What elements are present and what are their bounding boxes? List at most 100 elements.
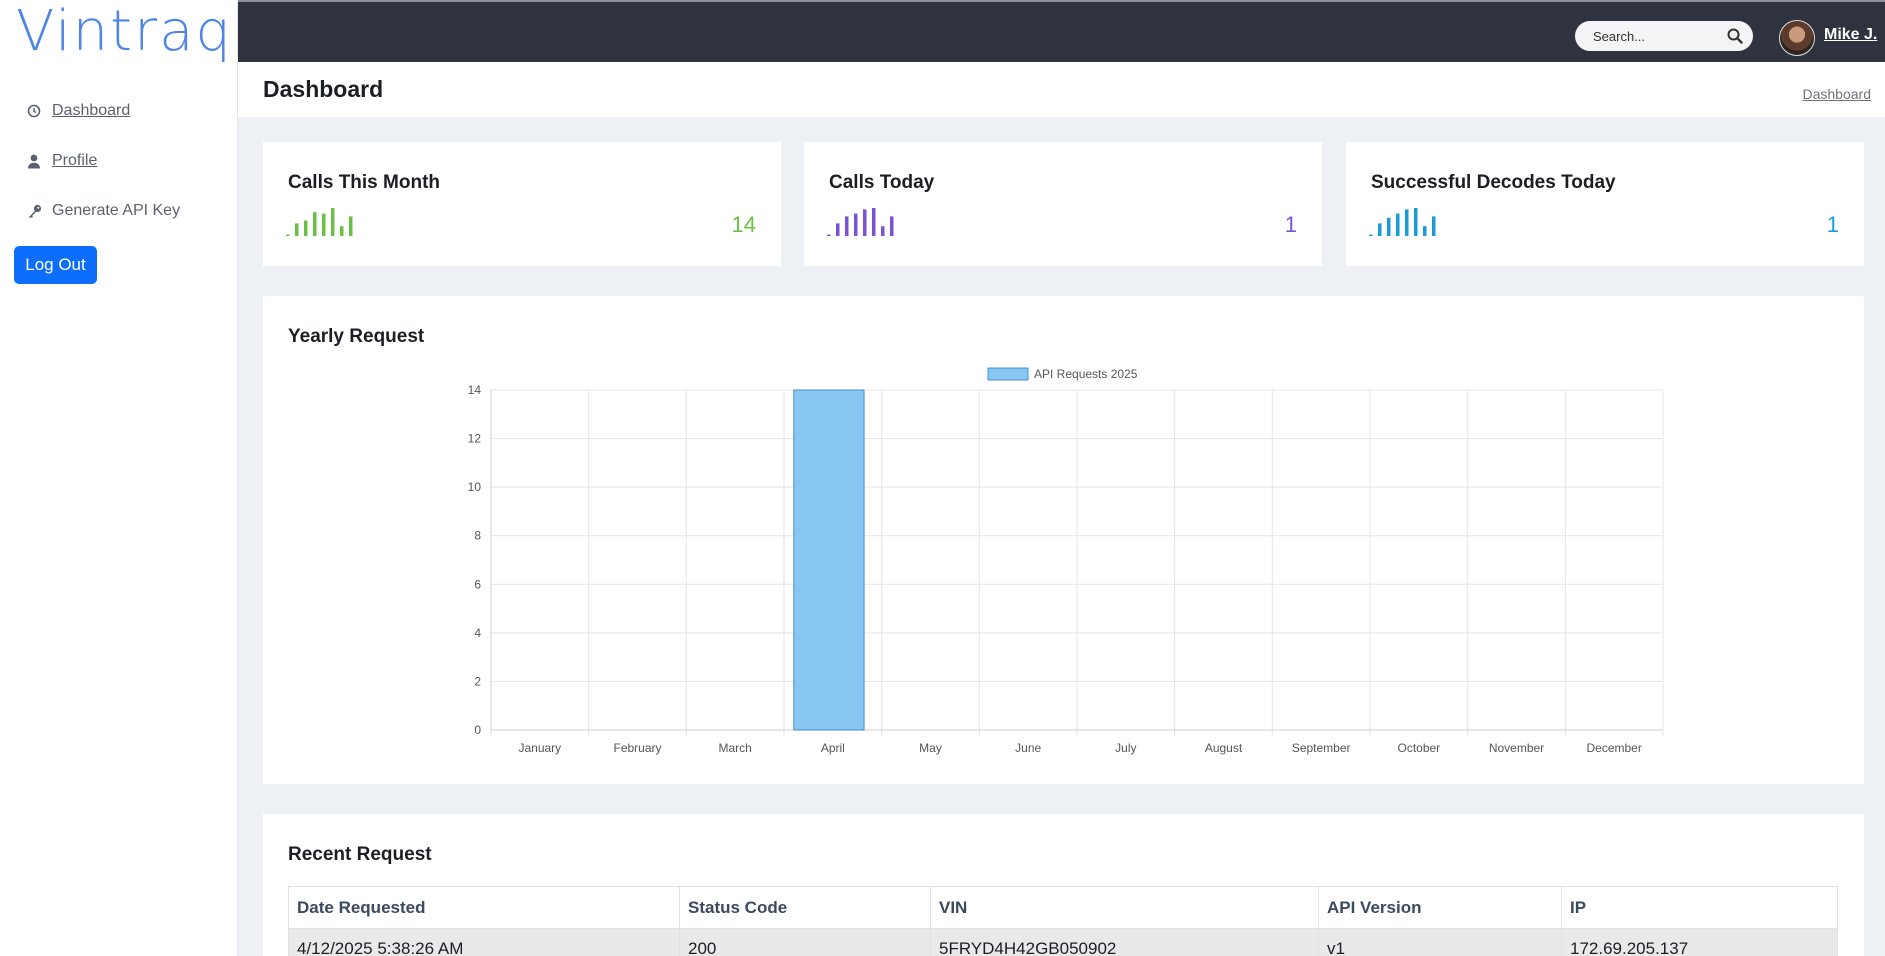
table-cell: 5FRYD4H42GB050902 [930, 928, 1319, 956]
sidebar-item-profile[interactable]: Profile [26, 136, 180, 186]
x-tick-label: May [919, 741, 942, 755]
table-cell: 200 [679, 928, 931, 956]
log-out-button[interactable]: Log Out [14, 246, 97, 284]
x-tick-label: February [613, 741, 661, 755]
stat-value: 1 [1826, 212, 1839, 237]
sidebar-item-generate-api-key[interactable]: Generate API Key [26, 186, 180, 236]
column-header: API Version [1318, 886, 1562, 929]
y-tick-label: 4 [474, 626, 481, 640]
table-row: 4/12/2025 5:38:26 AM 200 5FRYD4H42GB0509… [288, 928, 1838, 956]
stat-card-calls-this-month: Calls This Month 14 [263, 142, 781, 266]
page-title: Dashboard [263, 76, 384, 102]
sidebar-item-label[interactable]: Dashboard [52, 102, 131, 119]
sparkline-bar [286, 234, 290, 236]
stat-value: 1 [1284, 212, 1297, 237]
y-tick-label: 8 [474, 529, 481, 543]
table-cell: 4/12/2025 5:38:26 AM [288, 928, 680, 956]
x-tick-label: July [1115, 741, 1136, 755]
stat-title: Calls This Month [288, 172, 440, 193]
x-tick-label: August [1205, 741, 1243, 755]
x-tick-label: December [1586, 741, 1641, 755]
x-tick-label: March [718, 741, 751, 755]
user-name-link[interactable]: Mike J. [1824, 26, 1878, 43]
sparkline-chart [827, 208, 894, 236]
avatar[interactable] [1779, 20, 1815, 56]
sparkline-bar [331, 208, 335, 236]
sidebar-item-dashboard[interactable]: Dashboard [26, 86, 180, 136]
sparkline-chart [286, 208, 353, 236]
legend-swatch [987, 367, 1029, 381]
y-tick-label: 12 [468, 432, 482, 446]
section-title: Recent Request [288, 844, 432, 865]
x-tick-label: April [821, 741, 845, 755]
yearly-request-chart: 0 2 4 6 8 10 12 14 January February March April May J… [468, 367, 1664, 755]
page-header: Dashboard Dashboard [238, 62, 1885, 117]
sparkline-bar [854, 213, 858, 236]
sparkline-bar [1387, 217, 1391, 236]
yearly-request-card: Yearly Request 0 2 4 6 8 10 12 14 January Februar… [263, 296, 1864, 784]
section-title: Yearly Request [288, 326, 425, 347]
table-header-row: Date Requested Status Code VIN API Versi… [288, 886, 1838, 929]
stat-title: Successful Decodes Today [1371, 172, 1616, 193]
sparkline-bar [872, 208, 876, 236]
sparkline-chart [1369, 208, 1436, 236]
sparkline-bar [313, 212, 317, 236]
x-tick-label: September [1292, 741, 1351, 755]
sparkline-bar [1414, 208, 1418, 236]
bar-april[interactable] [793, 389, 865, 731]
recent-request-table: Date Requested Status Code VIN API Versi… [288, 886, 1838, 956]
sparkline-bar [349, 216, 353, 236]
sidebar-nav: Dashboard Profile Generate API Key [26, 86, 180, 236]
sidebar-item-label: Generate API Key [52, 202, 181, 219]
sparkline-bar [340, 226, 344, 236]
breadcrumb[interactable]: Dashboard [1802, 86, 1872, 102]
x-tick-label: June [1015, 741, 1041, 755]
sparkline-bar [881, 226, 885, 236]
search-input[interactable] [1593, 27, 1723, 45]
app-logo[interactable]: Vintraq [16, 0, 233, 64]
sparkline-bar [863, 209, 867, 236]
y-tick-label: 14 [468, 383, 482, 397]
y-tick-label: 10 [468, 480, 482, 494]
user-icon [26, 153, 42, 169]
legend-label: API Requests 2025 [1034, 367, 1138, 381]
clock-icon [26, 103, 42, 119]
sparkline-bar [295, 223, 299, 236]
y-tick-label: 6 [474, 577, 481, 591]
sparkline-bar [304, 220, 308, 236]
y-tick-label: 0 [474, 723, 481, 737]
x-tick-label: January [518, 741, 561, 755]
column-header: Date Requested [288, 886, 680, 929]
table-cell: 172.69.205.137 [1561, 928, 1838, 956]
sparkline-bar [890, 216, 894, 236]
stat-card-calls-today: Calls Today 1 [804, 142, 1322, 266]
sparkline-bar [1369, 234, 1373, 236]
key-icon [26, 203, 42, 219]
sparkline-bar [827, 234, 831, 236]
column-header: IP [1561, 886, 1838, 929]
table-cell: v1 [1318, 928, 1562, 956]
stat-title: Calls Today [829, 172, 935, 193]
x-tick-label: October [1397, 741, 1440, 755]
sparkline-bar [1378, 223, 1382, 236]
recent-request-card: Recent Request Date Requested Status Cod… [263, 814, 1864, 956]
column-header: Status Code [679, 886, 931, 929]
sparkline-bar [1396, 213, 1400, 236]
x-tick-label: November [1489, 741, 1544, 755]
search-box[interactable] [1575, 21, 1753, 51]
sidebar: Vintraq Dashboard Profile Generate API K… [0, 0, 238, 956]
sparkline-bar [1423, 226, 1427, 236]
sparkline-bar [836, 223, 840, 236]
topbar: Mike J. [238, 0, 1885, 62]
sparkline-bar [1405, 209, 1409, 236]
sparkline-bar [1432, 216, 1436, 236]
chart-legend[interactable]: API Requests 2025 [987, 367, 1138, 381]
sparkline-bar [845, 216, 849, 236]
search-icon[interactable] [1727, 28, 1743, 49]
y-tick-label: 2 [474, 674, 481, 688]
stat-value: 14 [731, 212, 756, 237]
stat-card-successful-decodes-today: Successful Decodes Today 1 [1346, 142, 1864, 266]
sidebar-item-label[interactable]: Profile [52, 152, 98, 169]
column-header: VIN [930, 886, 1319, 929]
sparkline-bar [322, 213, 326, 236]
